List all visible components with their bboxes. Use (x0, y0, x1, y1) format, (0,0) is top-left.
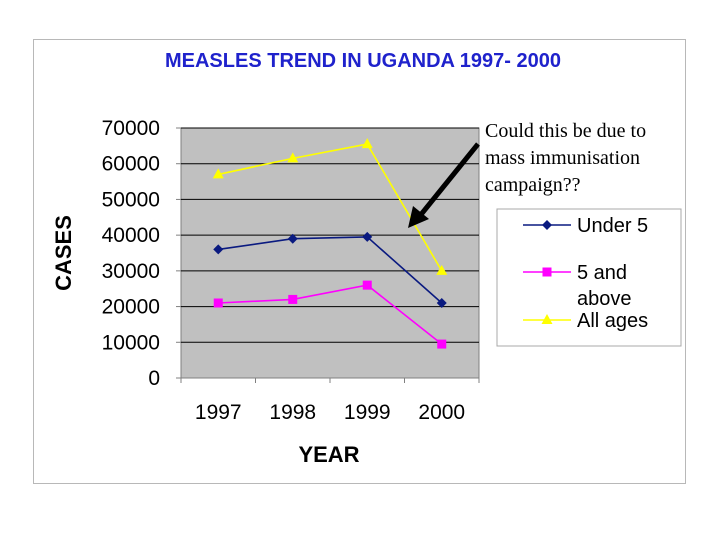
x-tick-label: 1997 (195, 401, 242, 424)
x-axis-ticks: 1997 1998 1999 2000 (180, 378, 480, 424)
point-under-5-1999 (362, 231, 373, 242)
chart-title: MEASLES TREND IN UGANDA 1997- 2000 (165, 50, 561, 72)
x-tick-label: 2000 (418, 401, 465, 424)
annotation-text: Could this be due to mass immunisation c… (485, 120, 647, 196)
point-5-and-above-1997 (213, 298, 223, 308)
x-tick-label: 1999 (344, 401, 391, 424)
series-line-5-and-above (218, 284, 443, 345)
point-under-5-1998 (287, 233, 298, 244)
point-5-and-above-1998 (288, 294, 298, 304)
series-lines (218, 143, 443, 345)
legend-marker-all-ages (541, 314, 553, 324)
plot-area (180, 127, 480, 379)
point-under-5-1997 (213, 244, 224, 255)
y-tick-label: 20000 (102, 296, 160, 319)
legend-label-5-and-above: 5 and above (577, 262, 632, 310)
y-axis-ticks: 0 10000 20000 30000 40000 50000 60000 70000 (102, 117, 181, 390)
point-all-ages-1997 (212, 168, 224, 179)
legend-marker-under-5 (542, 220, 552, 230)
point-under-5-2000 (436, 298, 447, 308)
point-all-ages-1999 (361, 138, 373, 149)
y-tick-label: 0 (148, 367, 160, 390)
point-5-and-above-1999 (362, 280, 372, 290)
point-5-and-above-2000 (437, 339, 447, 349)
gridlines (181, 127, 479, 343)
legend-box (496, 208, 682, 347)
point-all-ages-2000 (436, 264, 448, 275)
y-axis-title: CASES (51, 215, 76, 291)
y-tick-label: 10000 (102, 331, 160, 354)
series-line-all-ages (218, 143, 443, 272)
series-line-under-5 (218, 236, 443, 304)
y-tick-label: 50000 (102, 188, 160, 211)
legend-label-under-5: Under 5 (577, 215, 648, 237)
series-markers (212, 138, 448, 349)
x-axis-title: YEAR (298, 442, 359, 467)
arrow-head (408, 206, 429, 228)
annotation-arrow (408, 142, 480, 228)
y-tick-label: 40000 (102, 224, 160, 247)
point-all-ages-1998 (287, 152, 299, 163)
arrow-shaft (417, 142, 480, 219)
y-tick-label: 60000 (102, 153, 160, 176)
y-tick-label: 30000 (102, 260, 160, 283)
legend-label-all-ages: All ages (577, 310, 648, 332)
y-tick-label: 70000 (102, 117, 160, 140)
x-tick-label: 1998 (269, 401, 316, 424)
legend-marker-5-and-above (542, 267, 552, 277)
